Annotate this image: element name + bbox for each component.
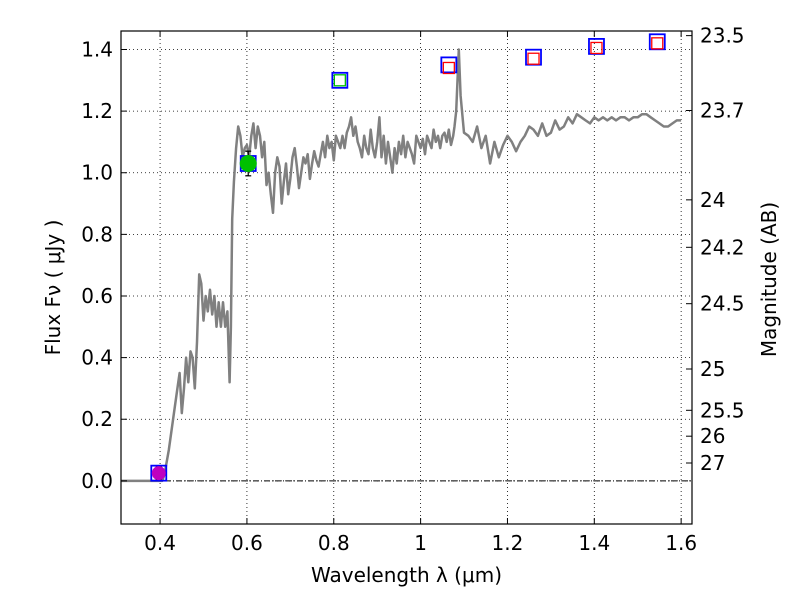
y-tick-label-4: 0.8 [81, 222, 113, 246]
mag-tick-label-8: 27 [700, 451, 725, 475]
observed-flux-6 [651, 37, 664, 50]
observed-flux-0 [151, 466, 166, 481]
y-tick-label-0: 0.0 [81, 469, 113, 493]
x-tick-label-4: 1.2 [492, 531, 524, 555]
x-axis-ticks: 0.4 0.6 0.8 1 1.2 1.4 1.6 [144, 31, 697, 555]
observation-point-3 [440, 56, 458, 75]
x-axis-label: Wavelength λ (μm) [311, 563, 502, 587]
spectrum-line [121, 48, 682, 483]
y-tick-label-2: 0.4 [81, 346, 113, 370]
mag-tick-label-5: 25 [700, 357, 725, 381]
y-tick-label-7: 1.4 [81, 37, 113, 61]
mag-tick-label-4: 24.5 [700, 292, 745, 316]
mag-tick-label-2: 24 [700, 188, 725, 212]
x-tick-label-6: 1.6 [665, 531, 697, 555]
y-axis-label-right: Magnitude (AB) [757, 202, 781, 357]
y-axis-label-left: Flux Fν ( μJy ) [41, 220, 65, 356]
model-box-2 [331, 71, 349, 89]
model-box-0 [150, 464, 168, 482]
model-box-3 [440, 56, 458, 74]
observation-point-5 [588, 38, 605, 55]
observed-flux-3 [442, 61, 455, 75]
mag-tick-label-7: 26 [700, 424, 725, 448]
mag-tick-label-6: 25.5 [700, 398, 745, 422]
observed-flux-1 [239, 154, 257, 172]
plot-frame [120, 30, 693, 525]
observation-point-6 [648, 33, 666, 51]
x-tick-label-0: 0.4 [144, 531, 176, 555]
y-axis-ticks: 0.0 0.2 0.4 0.6 0.8 1.0 1.2 1.4 [81, 37, 127, 493]
grid [121, 31, 692, 524]
y-tick-label-3: 0.6 [81, 284, 113, 308]
observation-point-2 [331, 71, 349, 89]
x-tick-label-5: 1.4 [578, 531, 610, 555]
mag-tick-label-3: 24.2 [700, 235, 745, 259]
x-tick-label-2: 0.8 [318, 531, 350, 555]
observed-flux-2 [333, 74, 346, 87]
observed-flux-4 [527, 52, 540, 65]
observation-point-1 [239, 150, 257, 177]
observed-flux-5 [590, 41, 603, 55]
magnitude-axis-ticks: 23.5 23.7 24 24.2 24.5 25 25.526 27 [686, 24, 745, 475]
observations [150, 33, 666, 482]
y-tick-label-1: 0.2 [81, 407, 113, 431]
x-tick-label-3: 1 [414, 531, 427, 555]
observation-point-4 [525, 48, 542, 66]
y-tick-label-5: 1.0 [81, 161, 113, 185]
mag-tick-label-1: 23.7 [700, 98, 745, 122]
y-tick-label-6: 1.2 [81, 99, 113, 123]
mag-tick-label-0: 23.5 [700, 24, 745, 48]
observation-point-0 [150, 464, 168, 482]
x-tick-label-1: 0.6 [231, 531, 263, 555]
